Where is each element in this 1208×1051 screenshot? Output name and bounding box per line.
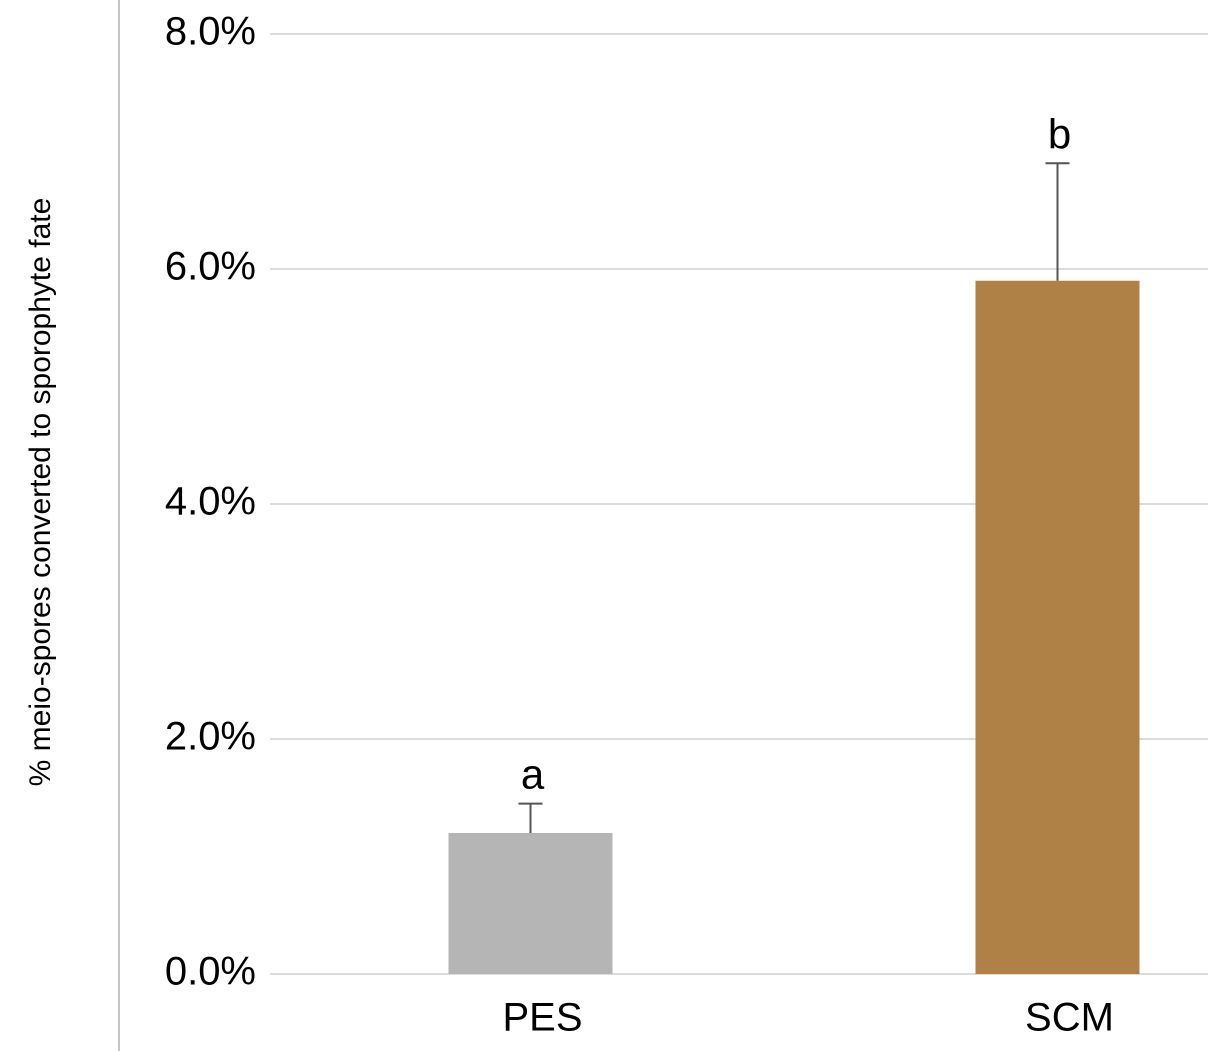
bar xyxy=(975,280,1140,974)
y-tick-label: 4.0% xyxy=(165,480,256,524)
y-tick-label: 0.0% xyxy=(165,950,256,994)
error-bar xyxy=(518,802,543,833)
significance-label: a xyxy=(521,751,545,798)
x-tick-label: SCM xyxy=(1025,996,1114,1040)
y-tick-label: 2.0% xyxy=(165,715,256,759)
error-bar xyxy=(1045,162,1070,281)
y-axis-label: % meio-spores converted to sporophyte fa… xyxy=(24,198,57,787)
significance-label: b xyxy=(1048,110,1071,157)
bar xyxy=(448,833,613,974)
y-tick-label: 8.0% xyxy=(165,10,256,54)
y-tick-label: 6.0% xyxy=(165,245,256,289)
x-tick-label: PES xyxy=(502,996,582,1040)
